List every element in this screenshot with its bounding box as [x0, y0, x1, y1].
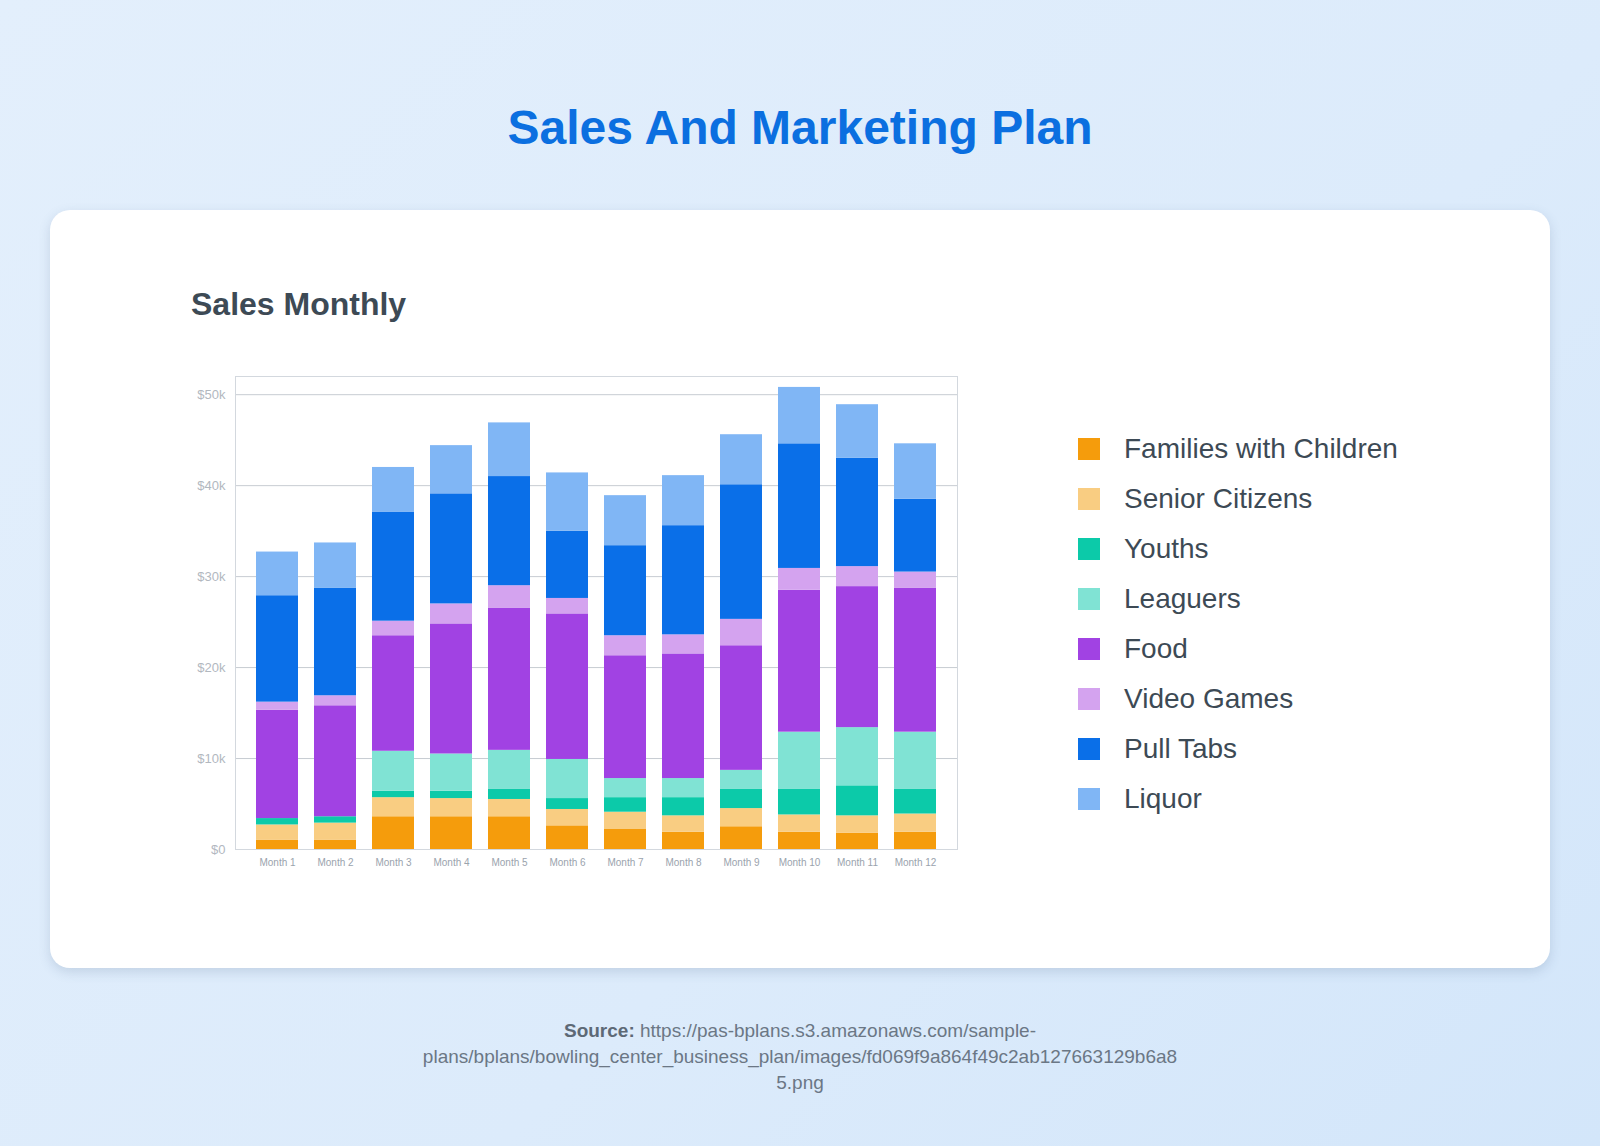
svg-text:$30k: $30k: [197, 569, 226, 584]
svg-text:Month 12: Month 12: [895, 857, 937, 868]
html-text:Sales And Marketing Plan: Sales And Marketing Plan: [507, 101, 1093, 154]
html-text:Families with Children: Families with Children: [1124, 433, 1398, 464]
svg-text:Month 10: Month 10: [779, 857, 821, 868]
svg-text:Month 7: Month 7: [607, 857, 644, 868]
svg-text:Month 9: Month 9: [723, 857, 760, 868]
svg-text:Month 6: Month 6: [549, 857, 586, 868]
html-text:Senior Citizens: Senior Citizens: [1124, 483, 1313, 514]
svg-text:$10k: $10k: [197, 751, 226, 766]
html-text:Leaguers: Leaguers: [1124, 583, 1241, 614]
html-text:Food: Food: [1124, 633, 1188, 664]
html-text:Video Games: Video Games: [1124, 683, 1294, 714]
html-text:Sales Monthly: Sales Monthly: [191, 286, 407, 322]
svg-text:$50k: $50k: [197, 387, 226, 402]
svg-text:Month 8: Month 8: [665, 857, 702, 868]
svg-text:Month 1: Month 1: [259, 857, 296, 868]
svg-text:Month 3: Month 3: [375, 857, 412, 868]
svg-text:$40k: $40k: [197, 478, 226, 493]
svg-text:$0: $0: [211, 842, 225, 857]
html-text:Source: https://pas-bplans.s3.: Source: https://pas-bplans.s3.amazonaws.…: [422, 1020, 1178, 1093]
html-text:Youths: Youths: [1124, 533, 1209, 564]
html-text:Pull Tabs: Pull Tabs: [1124, 733, 1238, 764]
svg-text:Month 2: Month 2: [317, 857, 354, 868]
svg-text:$20k: $20k: [197, 660, 226, 675]
html-text:Liquor: Liquor: [1124, 783, 1202, 814]
svg-text:Month 11: Month 11: [837, 857, 878, 868]
svg-text:Month 5: Month 5: [491, 857, 528, 868]
svg-text:Month 4: Month 4: [433, 857, 470, 868]
